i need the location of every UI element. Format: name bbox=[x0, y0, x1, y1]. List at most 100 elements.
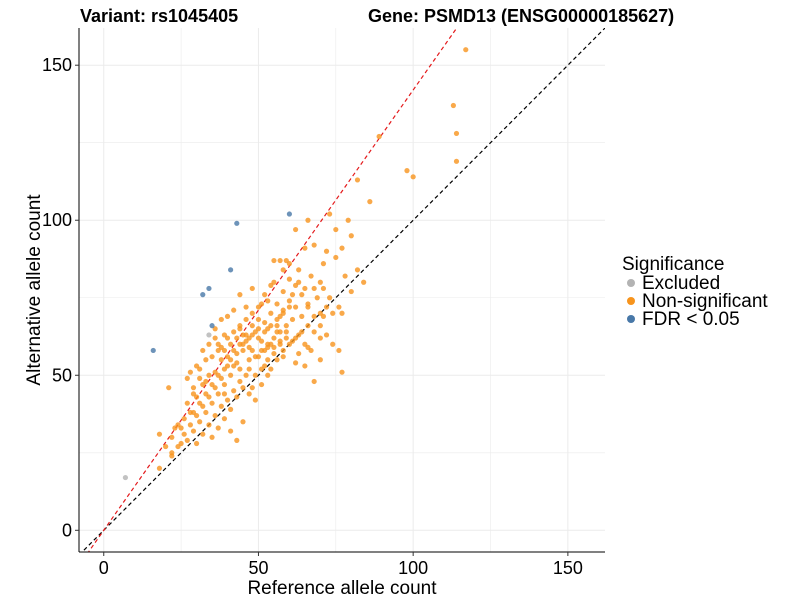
data-point-nonsig bbox=[311, 285, 317, 292]
data-point-nonsig bbox=[237, 366, 243, 372]
data-point-nonsig bbox=[193, 440, 200, 447]
data-point-nonsig bbox=[166, 385, 172, 391]
data-point-nonsig bbox=[333, 254, 339, 261]
data-point-nonsig bbox=[197, 419, 203, 425]
data-point-nonsig bbox=[323, 248, 330, 254]
data-point-nonsig bbox=[299, 329, 305, 335]
data-point-nonsig bbox=[280, 267, 286, 273]
data-point-nonsig bbox=[361, 279, 367, 285]
data-point-fdr bbox=[206, 285, 212, 292]
data-point-nonsig bbox=[231, 307, 237, 313]
legend-label-nonsig: Non-significant bbox=[642, 291, 768, 312]
data-point-nonsig bbox=[302, 285, 308, 292]
data-point-nonsig bbox=[274, 301, 280, 307]
data-point-nonsig bbox=[240, 347, 246, 354]
data-point-nonsig bbox=[240, 385, 246, 391]
data-point-nonsig bbox=[252, 372, 258, 378]
data-point-nonsig bbox=[203, 409, 209, 416]
data-point-nonsig bbox=[327, 211, 333, 217]
data-point-nonsig bbox=[286, 304, 292, 310]
data-point-nonsig bbox=[156, 431, 163, 437]
data-point-nonsig bbox=[184, 375, 190, 381]
data-point-nonsig bbox=[268, 366, 274, 372]
data-point-nonsig bbox=[255, 335, 262, 341]
data-point-nonsig bbox=[231, 347, 237, 354]
data-points bbox=[122, 47, 469, 481]
data-point-nonsig bbox=[234, 335, 240, 341]
data-point-nonsig bbox=[221, 381, 228, 388]
data-point-nonsig bbox=[215, 341, 221, 347]
data-point-nonsig bbox=[237, 378, 243, 385]
data-point-nonsig bbox=[292, 360, 299, 366]
data-point-nonsig bbox=[243, 338, 249, 344]
data-point-nonsig bbox=[302, 245, 308, 251]
axes bbox=[78, 28, 605, 553]
data-point-nonsig bbox=[311, 313, 317, 319]
data-point-nonsig bbox=[289, 316, 296, 323]
data-point-nonsig bbox=[292, 304, 299, 310]
data-point-nonsig bbox=[311, 242, 317, 248]
data-point-nonsig bbox=[181, 431, 187, 437]
data-point-nonsig bbox=[221, 391, 228, 397]
data-point-nonsig bbox=[265, 341, 271, 347]
legend-label-excluded: Excluded bbox=[642, 273, 720, 294]
data-point-nonsig bbox=[181, 416, 187, 422]
data-point-nonsig bbox=[286, 276, 292, 282]
data-point-nonsig bbox=[255, 326, 262, 332]
data-point-nonsig bbox=[200, 347, 206, 354]
data-point-fdr bbox=[234, 220, 240, 226]
y-tick-label: 100 bbox=[42, 210, 72, 230]
data-point-nonsig bbox=[200, 431, 206, 437]
data-point-nonsig bbox=[345, 217, 351, 223]
data-point-nonsig bbox=[283, 329, 289, 335]
data-point-nonsig bbox=[215, 391, 221, 397]
data-point-nonsig bbox=[218, 403, 224, 409]
data-point-nonsig bbox=[156, 465, 163, 471]
data-point-nonsig bbox=[224, 363, 231, 369]
data-point-nonsig bbox=[262, 329, 268, 335]
y-tick-label: 50 bbox=[52, 365, 72, 385]
data-point-nonsig bbox=[163, 443, 169, 450]
data-point-nonsig bbox=[228, 372, 234, 378]
data-point-nonsig bbox=[243, 316, 249, 323]
legend-key-excluded bbox=[627, 279, 635, 287]
data-point-nonsig bbox=[209, 434, 215, 440]
data-point-nonsig bbox=[330, 341, 336, 347]
data-point-nonsig bbox=[193, 412, 200, 419]
data-point-nonsig bbox=[277, 257, 283, 264]
y-tick-label: 150 bbox=[42, 55, 72, 75]
data-point-nonsig bbox=[277, 338, 283, 344]
data-point-nonsig bbox=[271, 344, 277, 350]
data-point-nonsig bbox=[237, 292, 243, 298]
data-point-nonsig bbox=[333, 226, 339, 233]
data-point-nonsig bbox=[249, 385, 255, 391]
data-point-nonsig bbox=[354, 177, 361, 183]
data-point-nonsig bbox=[190, 391, 197, 397]
data-point-nonsig bbox=[339, 310, 345, 316]
x-tick-label: 50 bbox=[248, 558, 268, 578]
data-point-nonsig bbox=[463, 47, 469, 53]
data-point-nonsig bbox=[255, 316, 262, 323]
data-point-nonsig bbox=[215, 347, 221, 354]
data-point-nonsig bbox=[234, 437, 240, 443]
data-point-nonsig bbox=[265, 298, 271, 304]
data-point-nonsig bbox=[305, 344, 311, 350]
data-point-nonsig bbox=[342, 273, 348, 279]
data-point-nonsig bbox=[218, 375, 224, 381]
data-point-nonsig bbox=[317, 279, 323, 285]
data-point-nonsig bbox=[367, 199, 373, 205]
data-point-nonsig bbox=[190, 428, 197, 434]
data-point-nonsig bbox=[206, 372, 212, 378]
data-point-nonsig bbox=[218, 357, 224, 363]
data-point-nonsig bbox=[280, 347, 286, 354]
data-point-nonsig bbox=[209, 400, 215, 406]
reference-line-identity bbox=[81, 28, 605, 552]
data-point-nonsig bbox=[299, 292, 305, 298]
data-point-nonsig bbox=[224, 397, 231, 403]
x-tick-label: 150 bbox=[553, 558, 583, 578]
data-point-nonsig bbox=[317, 323, 323, 329]
grid-lines bbox=[79, 28, 605, 552]
data-point-nonsig bbox=[271, 279, 277, 285]
data-point-fdr bbox=[286, 211, 292, 217]
data-point-nonsig bbox=[305, 301, 311, 307]
